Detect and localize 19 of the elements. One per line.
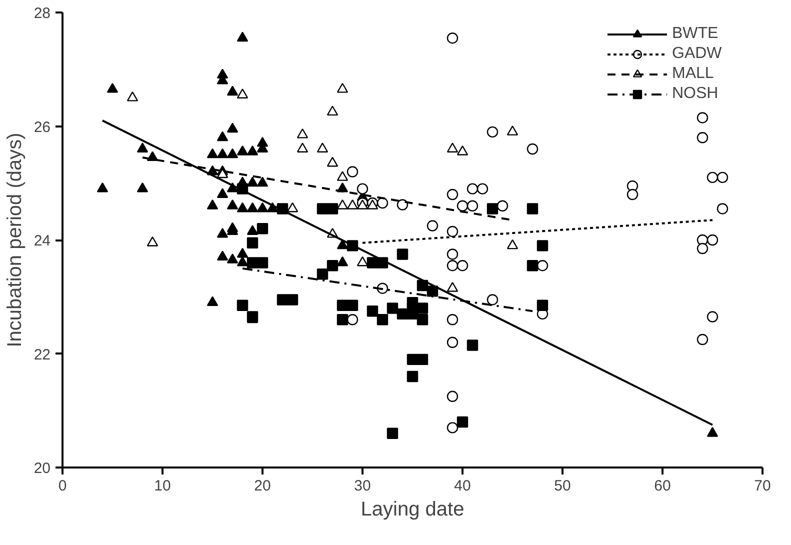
legend-label: GADW [672, 44, 722, 64]
y-tick-label: 24 [34, 232, 51, 250]
legend-label: NOSH [672, 84, 718, 104]
y-tick-label: 26 [34, 118, 51, 136]
x-tick-label: 30 [354, 478, 371, 494]
y-axis-title: Incubation period (days) [4, 132, 26, 348]
x-tick-label: 70 [754, 478, 771, 494]
x-tick-label: 10 [154, 478, 171, 494]
legend-label: MALL [672, 64, 714, 84]
y-tick-label: 28 [34, 5, 51, 22]
legend-label: BWTE [672, 24, 718, 44]
x-tick-label: 60 [654, 478, 671, 494]
y-tick-label: 20 [34, 460, 51, 477]
y-tick-label: 22 [34, 346, 51, 364]
x-tick-label: 20 [254, 478, 271, 494]
x-tick-label: 0 [58, 478, 67, 494]
x-tick-label: 50 [554, 478, 571, 494]
x-tick-label: 40 [454, 478, 471, 494]
x-axis-title: Laying date [360, 498, 464, 520]
